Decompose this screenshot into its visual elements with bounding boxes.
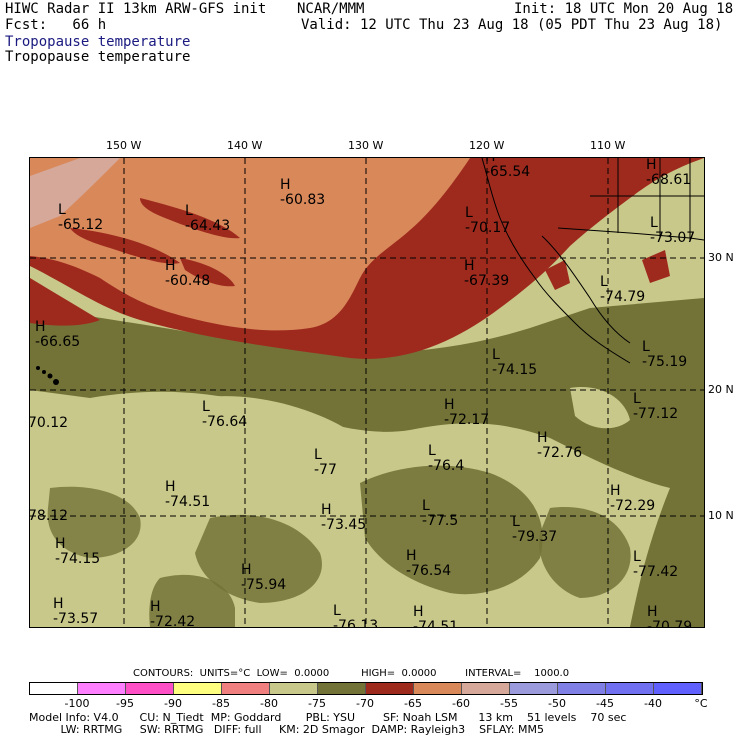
forecast-hour: Fcst: 66 h bbox=[5, 17, 107, 33]
map-annotation: H -72.42 bbox=[150, 599, 196, 628]
map-annotation: H -65.54 bbox=[485, 157, 531, 180]
map-annotation: H -72.76 bbox=[537, 430, 583, 461]
color-swatch bbox=[270, 683, 318, 694]
map-annotation: L -64.43 bbox=[185, 203, 231, 234]
tropopause-temperature-map: L -65.12 L -64.43 H -60.83 H -65.54 H -6… bbox=[29, 157, 705, 628]
color-bar-tick: -75 bbox=[308, 697, 326, 710]
color-bar-tick: -60 bbox=[452, 697, 470, 710]
color-bar-tick: -40 bbox=[644, 697, 662, 710]
color-swatch bbox=[318, 683, 366, 694]
lat-label: 20 N bbox=[708, 383, 734, 396]
map-annotation: L -65.12 bbox=[58, 202, 104, 233]
color-swatch bbox=[558, 683, 606, 694]
map-annotation: L -77 bbox=[314, 447, 337, 478]
lat-label: 10 N bbox=[708, 509, 734, 522]
map-annotation: H -60.83 bbox=[280, 177, 326, 208]
color-swatch bbox=[462, 683, 510, 694]
model-info-line1: Model Info: V4.0 CU: N_Tiedt MP: Goddard… bbox=[29, 711, 627, 724]
map-annotation: H -60.48 bbox=[165, 258, 211, 289]
map-annotation: L -76.64 bbox=[202, 399, 248, 430]
color-bar-tick: -50 bbox=[548, 697, 566, 710]
color-bar-tick: -55 bbox=[500, 697, 518, 710]
map-annotation: H -66.65 bbox=[35, 319, 81, 350]
lon-label: 130 W bbox=[348, 139, 384, 152]
color-bar-tick: -95 bbox=[116, 697, 134, 710]
map-annotation: L -77.12 bbox=[633, 391, 679, 422]
map-annotation: H -73.57 bbox=[53, 596, 99, 627]
color-swatch bbox=[366, 683, 414, 694]
map-annotation: H -68.61 bbox=[646, 157, 692, 188]
lat-label: 30 N bbox=[708, 251, 734, 264]
map-annotation: L -74.79 bbox=[600, 274, 646, 305]
color-bar-tick: -100 bbox=[64, 697, 90, 710]
map-annotation: H -75.94 bbox=[241, 562, 287, 593]
valid-time: Valid: 12 UTC Thu 23 Aug 18 (05 PDT Thu … bbox=[301, 17, 723, 33]
color-bar-tick: -45 bbox=[596, 697, 614, 710]
contours-info: CONTOURS: UNITS=°C LOW= 0.0000 HIGH= 0.0… bbox=[133, 668, 570, 679]
lon-label: 110 W bbox=[590, 139, 626, 152]
color-bar-tick: -80 bbox=[260, 697, 278, 710]
model-title: HIWC Radar II 13km ARW-GFS init bbox=[5, 1, 267, 17]
map-annotation: L -77.42 bbox=[633, 549, 679, 580]
map-annotation: L -79.37 bbox=[512, 514, 558, 545]
color-bar-tick: -85 bbox=[212, 697, 230, 710]
map-annotation: H -72.17 bbox=[444, 397, 490, 428]
color-bar bbox=[29, 682, 703, 695]
color-swatch bbox=[222, 683, 270, 694]
lon-label: 150 W bbox=[106, 139, 142, 152]
map-annotation: L -75.19 bbox=[642, 339, 688, 370]
map-fill-layers bbox=[30, 158, 704, 627]
map-annotation: H -72.29 bbox=[610, 483, 656, 514]
map-annotation: 70.12 bbox=[29, 415, 69, 431]
field-title-primary: Tropopause temperature bbox=[5, 34, 191, 50]
color-swatch bbox=[606, 683, 654, 694]
map-annotation: H -76.54 bbox=[406, 548, 452, 579]
color-swatch bbox=[654, 683, 702, 694]
map-annotation: H -74.51 bbox=[413, 604, 459, 628]
color-swatch bbox=[78, 683, 126, 694]
color-bar-tick: -70 bbox=[356, 697, 374, 710]
org-label: NCAR/MMM bbox=[297, 1, 365, 17]
lon-label: 120 W bbox=[469, 139, 505, 152]
field-title-secondary: Tropopause temperature bbox=[5, 49, 191, 65]
color-swatch bbox=[174, 683, 222, 694]
map-annotation: H -74.15 bbox=[55, 536, 101, 567]
map-annotation: L -74.15 bbox=[492, 347, 538, 378]
map-annotation: 78.12 bbox=[29, 508, 69, 524]
map-annotation: L -70.17 bbox=[465, 205, 511, 236]
map-annotation: H -70.79 bbox=[647, 604, 693, 628]
color-swatch bbox=[414, 683, 462, 694]
color-swatch bbox=[510, 683, 558, 694]
map-annotation: H -67.39 bbox=[464, 258, 510, 289]
color-bar-tick: -65 bbox=[404, 697, 422, 710]
map-annotation: L -77.5 bbox=[422, 498, 459, 529]
map-annotation: H -74.51 bbox=[165, 479, 211, 510]
model-info-line2: LW: RRTMG SW: RRTMG DIFF: full KM: 2D Sm… bbox=[29, 723, 544, 736]
init-time: Init: 18 UTC Mon 20 Aug 18 bbox=[514, 1, 734, 17]
map-annotation: H -73.45 bbox=[321, 502, 367, 533]
color-swatch bbox=[126, 683, 174, 694]
color-bar-tick: -90 bbox=[164, 697, 182, 710]
map-annotation: L -73.07 bbox=[650, 215, 696, 246]
map-annotation: L -76.4 bbox=[428, 443, 465, 474]
map-annotation: L -76.13 bbox=[333, 603, 379, 628]
lon-label: 140 W bbox=[227, 139, 263, 152]
color-bar-tick: °C bbox=[694, 697, 708, 710]
color-swatch bbox=[30, 683, 78, 694]
